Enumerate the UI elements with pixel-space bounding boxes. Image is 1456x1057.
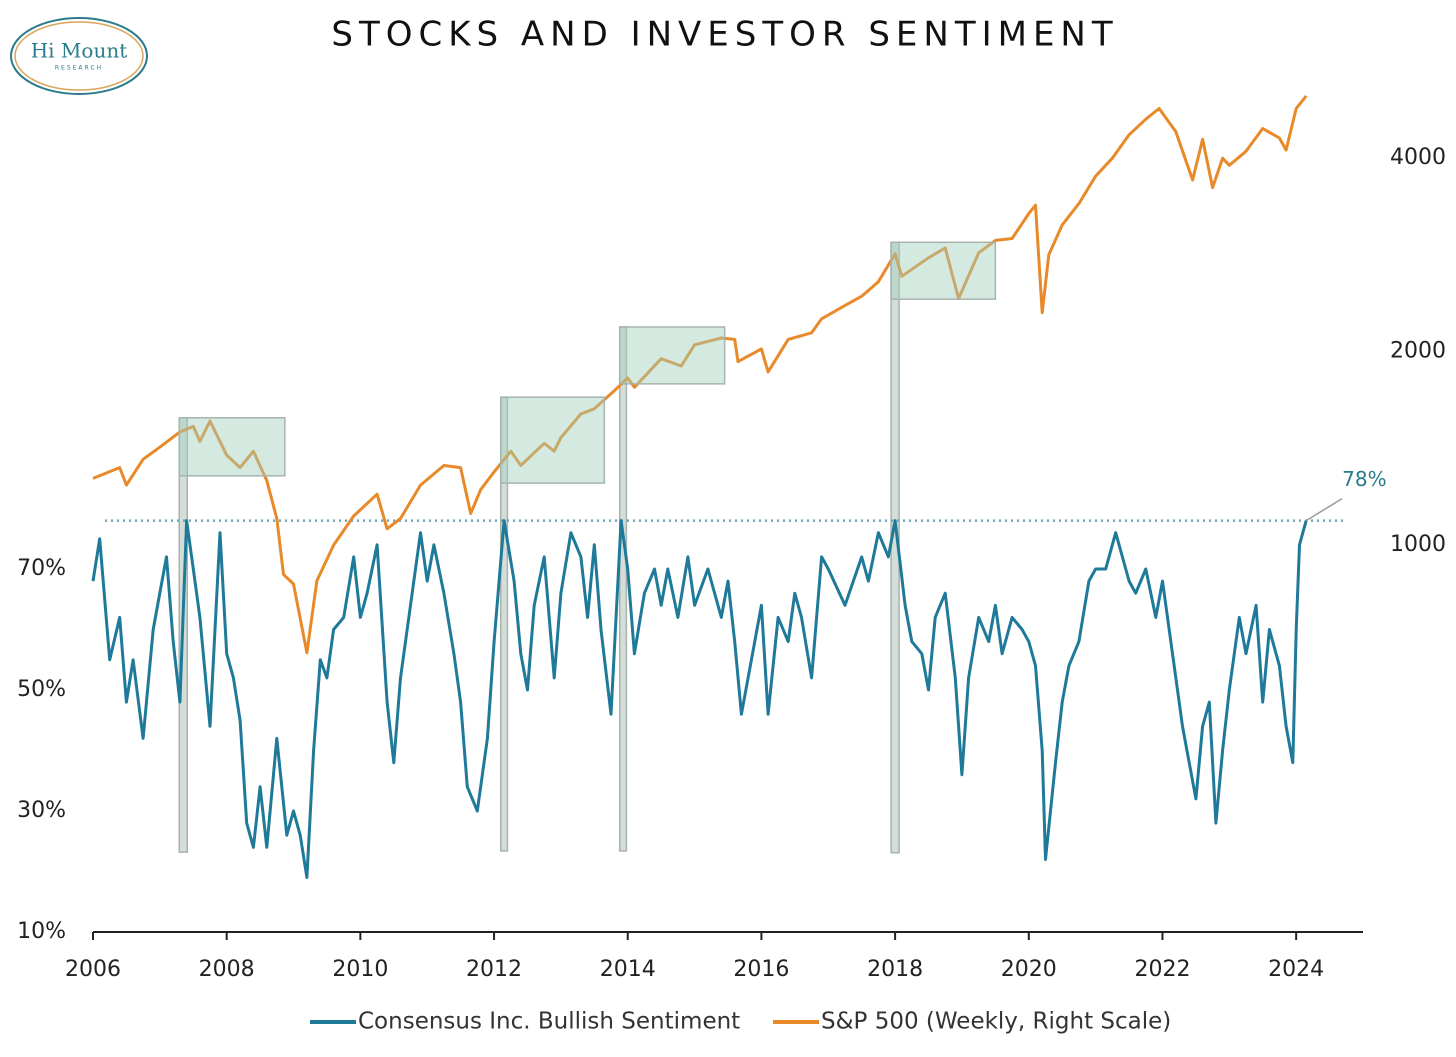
y2-tick-label: 2000 [1390,339,1446,364]
x-tick-label: 2006 [65,957,121,982]
annotation-leader [1305,497,1343,522]
legend-label: S&P 500 (Weekly, Right Scale) [821,1009,1171,1035]
highlight-box [178,417,286,477]
y-tick-label: 50% [17,677,66,702]
series-line [91,519,1308,879]
logo-name: Hi Mount [31,39,128,63]
x-tick-label: 2012 [466,957,522,982]
y-tick-label: 10% [17,919,66,944]
x-tick-label: 2008 [199,957,255,982]
highlight-box [499,396,606,484]
x-tick-label: 2016 [733,957,789,982]
logo-ring-inner [14,21,144,91]
highlight-bar [618,326,628,852]
x-tick-label: 2024 [1268,957,1324,982]
logo-tagline: RESEARCH [55,65,103,72]
logo-ring [10,17,148,95]
y-tick-label: 30% [17,798,66,823]
y2-tick-label: 1000 [1390,532,1446,557]
legend-label: Consensus Inc. Bullish Sentiment [358,1009,740,1035]
x-tick-label: 2020 [1001,957,1057,982]
y-tick-label: 70% [17,556,66,581]
x-tick-label: 2010 [332,957,388,982]
x-tick-label: 2022 [1134,957,1190,982]
highlight-box [618,326,726,385]
y2-tick-label: 4000 [1390,145,1446,170]
x-tick-label: 2014 [600,957,656,982]
series-line [92,94,1308,655]
chart-title: STOCKS AND INVESTOR SENTIMENT [331,15,1118,55]
x-tick-label: 2018 [867,957,923,982]
annotation-label: 78% [1342,467,1386,491]
highlight-box [890,241,997,300]
